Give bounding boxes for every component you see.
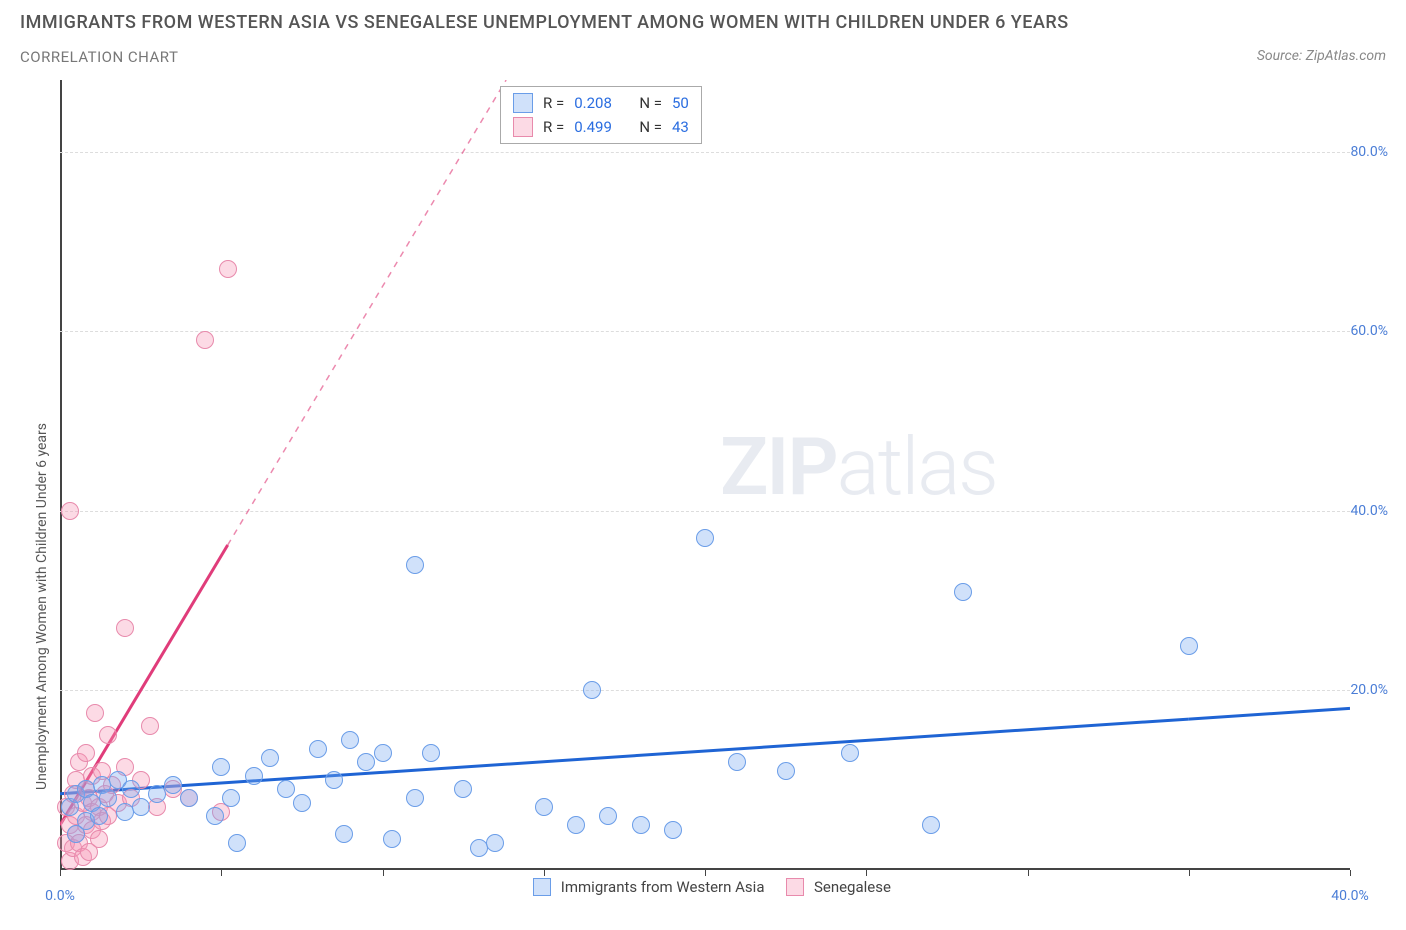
scatter-point [277, 780, 295, 798]
scatter-point [61, 502, 79, 520]
x-tick [705, 870, 706, 876]
scatter-point [141, 717, 159, 735]
n-value-2: 43 [672, 115, 689, 139]
legend-swatch-blue-bottom [533, 878, 551, 896]
scatter-point [383, 830, 401, 848]
legend-correlation: R = 0.208 N = 50 R = 0.499 N = 43 [500, 86, 702, 144]
scatter-point [841, 744, 859, 762]
scatter-point [1180, 637, 1198, 655]
scatter-point [632, 816, 650, 834]
scatter-point [309, 740, 327, 758]
scatter-point [132, 798, 150, 816]
scatter-point [599, 807, 617, 825]
plot-area [60, 80, 1350, 870]
r-value-2: 0.499 [574, 115, 612, 139]
scatter-point [341, 731, 359, 749]
grid-line-h [60, 152, 1350, 153]
legend-swatch-blue [513, 93, 533, 113]
chart-title: IMMIGRANTS FROM WESTERN ASIA VS SENEGALE… [20, 12, 1069, 33]
x-tick [383, 870, 384, 876]
scatter-point [406, 556, 424, 574]
scatter-point [228, 834, 246, 852]
scatter-point [196, 331, 214, 349]
scatter-point [728, 753, 746, 771]
scatter-point [567, 816, 585, 834]
legend-row-1: R = 0.208 N = 50 [513, 91, 689, 115]
r-label: R = [543, 91, 564, 115]
scatter-point [583, 681, 601, 699]
grid-line-h [60, 331, 1350, 332]
scatter-point [406, 789, 424, 807]
scatter-point [206, 807, 224, 825]
y-axis-label: Unemployment Among Women with Children U… [34, 423, 50, 790]
scatter-point [954, 583, 972, 601]
scatter-point [90, 807, 108, 825]
scatter-point [777, 762, 795, 780]
scatter-point [325, 771, 343, 789]
scatter-point [164, 776, 182, 794]
legend-label-2: Senegalese [814, 878, 891, 896]
scatter-point [454, 780, 472, 798]
scatter-point [77, 744, 95, 762]
r-value-1: 0.208 [574, 91, 612, 115]
scatter-point [422, 744, 440, 762]
scatter-point [122, 780, 140, 798]
legend-row-2: R = 0.499 N = 43 [513, 115, 689, 139]
scatter-point [222, 789, 240, 807]
scatter-point [148, 785, 166, 803]
r-label-2: R = [543, 115, 564, 139]
source-attribution: Source: ZipAtlas.com [1257, 48, 1386, 64]
scatter-point [219, 260, 237, 278]
n-label-2: N = [639, 115, 662, 139]
n-label: N = [639, 91, 662, 115]
scatter-point [90, 830, 108, 848]
scatter-point [180, 789, 198, 807]
x-tick [866, 870, 867, 876]
x-tick [221, 870, 222, 876]
scatter-point [261, 749, 279, 767]
scatter-point [245, 767, 263, 785]
legend-label-1: Immigrants from Western Asia [561, 878, 765, 896]
scatter-point [535, 798, 553, 816]
x-tick [1028, 870, 1029, 876]
legend-swatch-pink-bottom [786, 878, 804, 896]
x-tick [1189, 870, 1190, 876]
y-tick-label: 40.0% [1350, 503, 1388, 519]
legend-swatch-pink [513, 117, 533, 137]
scatter-point [99, 726, 117, 744]
scatter-point [922, 816, 940, 834]
scatter-point [664, 821, 682, 839]
x-tick [544, 870, 545, 876]
scatter-point [116, 619, 134, 637]
scatter-point [374, 744, 392, 762]
scatter-point [696, 529, 714, 547]
y-tick-label: 20.0% [1350, 682, 1388, 698]
y-tick-label: 60.0% [1350, 323, 1388, 339]
x-tick [1350, 870, 1351, 876]
x-tick [60, 870, 61, 876]
scatter-point [86, 704, 104, 722]
y-tick-label: 80.0% [1350, 144, 1388, 160]
scatter-point [99, 789, 117, 807]
grid-line-h [60, 690, 1350, 691]
legend-bottom: Immigrants from Western Asia Senegalese [0, 878, 1406, 896]
scatter-point [212, 758, 230, 776]
scatter-point [486, 834, 504, 852]
grid-line-h [60, 511, 1350, 512]
scatter-point [357, 753, 375, 771]
scatter-point [293, 794, 311, 812]
chart-subtitle: CORRELATION CHART [20, 48, 178, 66]
n-value-1: 50 [672, 91, 689, 115]
scatter-point [335, 825, 353, 843]
